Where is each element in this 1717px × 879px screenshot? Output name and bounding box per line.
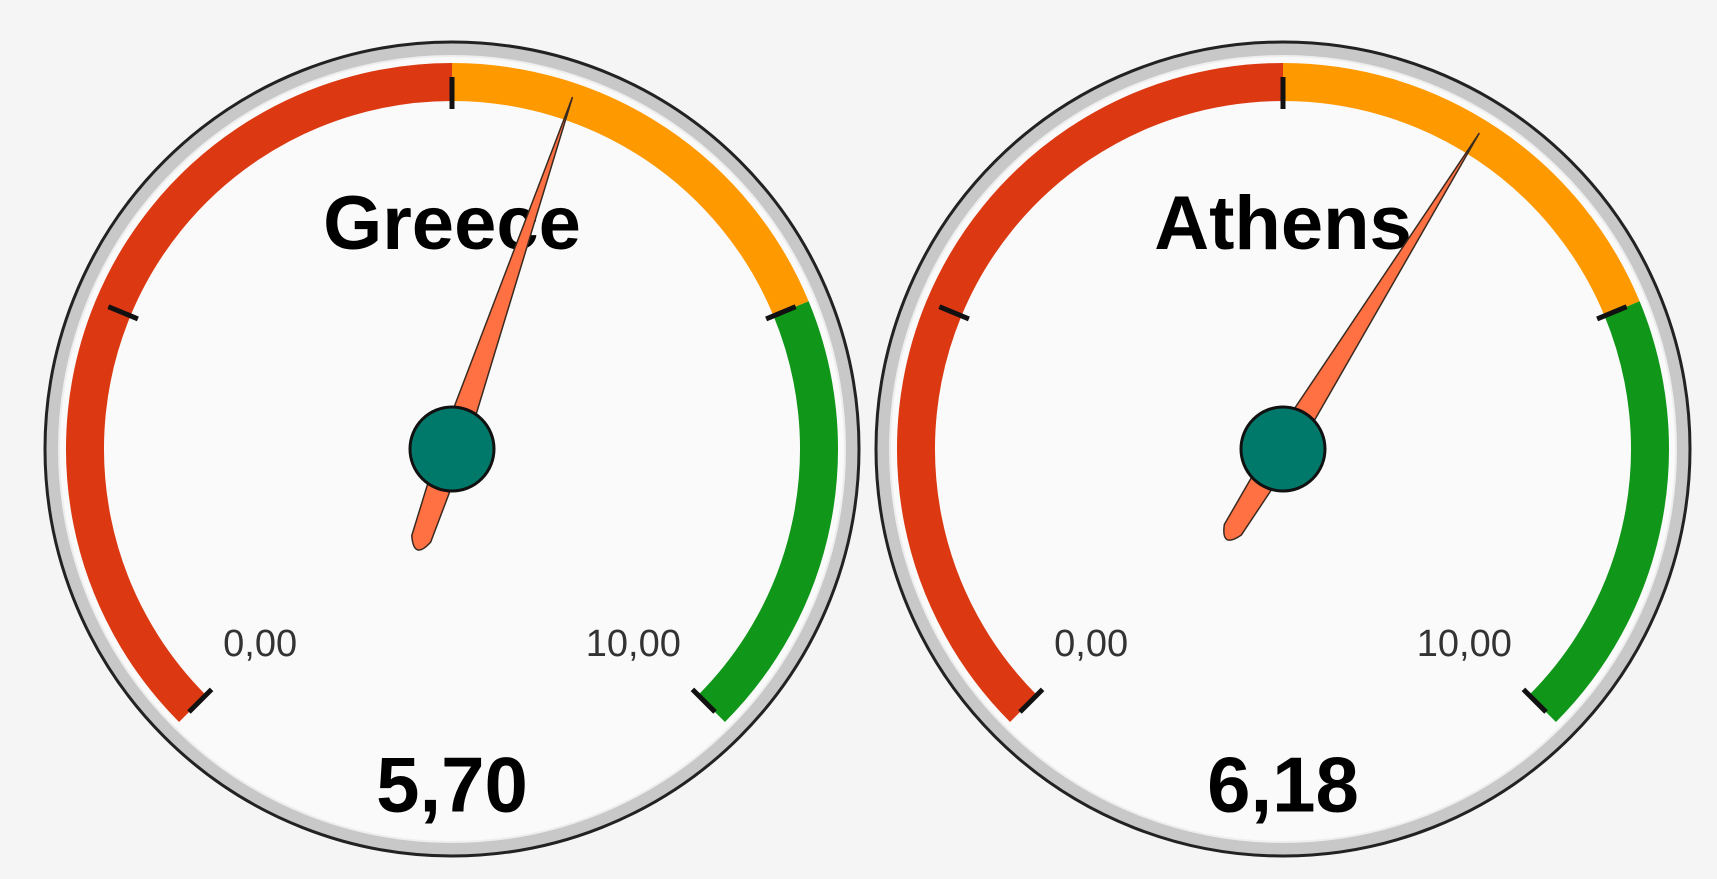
- gauge-hub: [408, 405, 496, 493]
- gauge-hub: [1239, 405, 1327, 493]
- gauge-band: [1529, 301, 1669, 722]
- tick-mark: [690, 687, 717, 714]
- tick-label: 10,00: [586, 623, 681, 665]
- gauge-band: [1282, 63, 1640, 316]
- tick-label: 10,00: [1417, 623, 1512, 665]
- tick-mark: [765, 304, 797, 322]
- tick-mark: [187, 687, 214, 714]
- tick-mark: [938, 304, 970, 322]
- gauge-value-label: 6,18: [1207, 741, 1359, 829]
- gauge-value-label: 5,70: [376, 741, 528, 829]
- tick-label: 0,00: [1054, 623, 1128, 665]
- tick-label: 0,00: [223, 623, 297, 665]
- tick-mark: [107, 304, 139, 322]
- tick-mark: [1596, 304, 1628, 322]
- tick-mark: [1521, 687, 1548, 714]
- tick-mark: [1018, 687, 1045, 714]
- gauge-band: [698, 301, 838, 722]
- gauge-title: Athens: [1154, 181, 1412, 266]
- gauge-band: [451, 63, 809, 316]
